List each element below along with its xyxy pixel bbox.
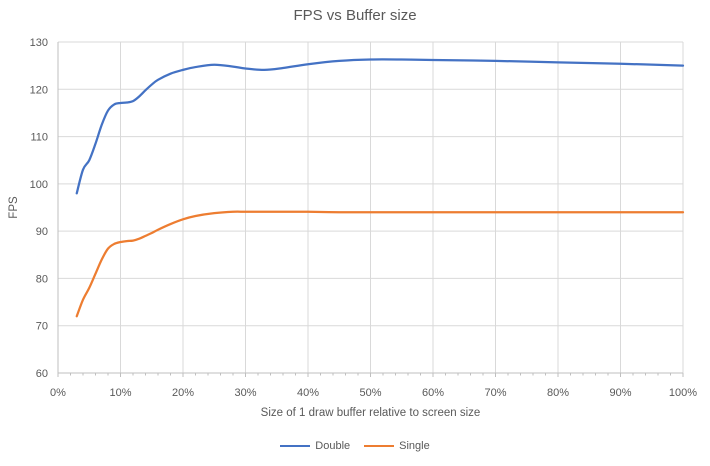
- x-tick-label: 100%: [669, 387, 697, 399]
- x-tick-label: 20%: [172, 387, 194, 399]
- x-tick-label: 30%: [234, 387, 256, 399]
- y-tick-label: 80: [36, 273, 48, 285]
- legend-line-marker: [364, 444, 395, 448]
- x-axis-title: Size of 1 draw buffer relative to screen…: [261, 407, 481, 419]
- x-tick-label: 70%: [484, 387, 506, 399]
- x-tick-label: 80%: [547, 387, 569, 399]
- x-tick-label: 40%: [297, 387, 319, 399]
- y-tick-label: 130: [30, 37, 48, 49]
- y-tick-label: 60: [36, 368, 48, 380]
- y-tick-label: 70: [36, 321, 48, 333]
- y-tick-label: 100: [30, 179, 48, 191]
- y-axis-title: FPS: [8, 196, 20, 219]
- x-tick-label: 60%: [422, 387, 444, 399]
- y-tick-label: 90: [36, 226, 48, 238]
- legend-label: Single: [399, 440, 430, 452]
- legend-label: Double: [315, 440, 351, 452]
- series-line-single: [75, 210, 685, 318]
- legend: Double Single: [0, 440, 710, 452]
- x-tick-label: 0%: [50, 387, 66, 399]
- legend-line-marker: [280, 444, 311, 448]
- x-tick-label: 90%: [609, 387, 631, 399]
- chart-title: FPS vs Buffer size: [293, 7, 417, 24]
- series-line-double: [75, 58, 685, 195]
- x-tick-label: 10%: [109, 387, 131, 399]
- legend-item-single: Single: [364, 440, 430, 452]
- x-tick-label: 50%: [359, 387, 381, 399]
- y-tick-label: 110: [30, 132, 48, 144]
- legend-item-double: Double: [280, 440, 350, 452]
- y-tick-label: 120: [30, 84, 48, 96]
